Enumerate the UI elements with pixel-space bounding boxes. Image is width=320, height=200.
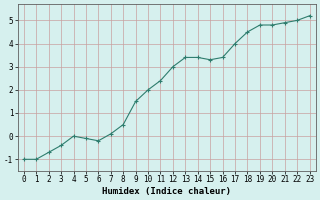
X-axis label: Humidex (Indice chaleur): Humidex (Indice chaleur) <box>102 187 231 196</box>
